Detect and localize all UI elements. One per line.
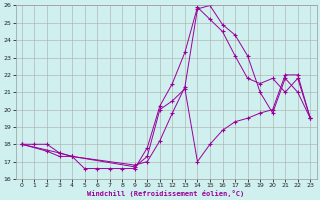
X-axis label: Windchill (Refroidissement éolien,°C): Windchill (Refroidissement éolien,°C): [87, 190, 245, 197]
